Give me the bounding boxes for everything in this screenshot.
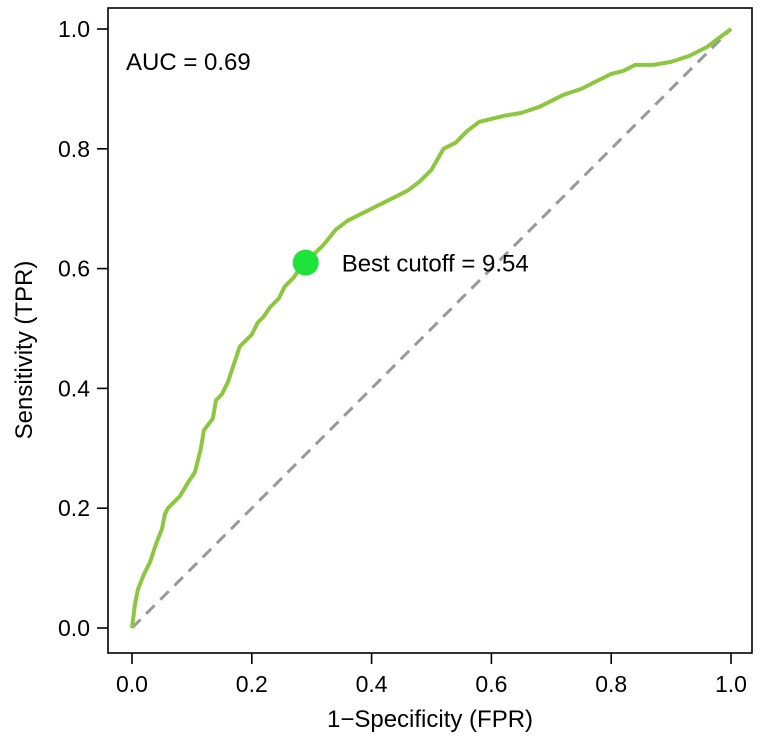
x-axis: 0.0 0.2 0.4 0.6 0.8 1.0 xyxy=(116,653,747,697)
x-tick-label: 0.2 xyxy=(236,671,268,697)
y-tick-label: 0.4 xyxy=(58,375,90,401)
best-cutoff-annotation: Best cutoff = 9.54 xyxy=(342,251,529,278)
best-cutoff-point xyxy=(292,249,319,276)
x-axis-title: 1−Specificity (FPR) xyxy=(327,706,533,733)
y-tick-label: 0.8 xyxy=(58,136,90,162)
x-tick-label: 0.6 xyxy=(475,671,507,697)
x-tick-label: 0.8 xyxy=(595,671,627,697)
y-tick-label: 0.0 xyxy=(58,615,90,641)
x-tick-label: 1.0 xyxy=(715,671,747,697)
y-axis: 0.0 0.2 0.4 0.6 0.8 1.0 xyxy=(58,16,108,641)
auc-annotation: AUC = 0.69 xyxy=(126,49,251,76)
plot-frame xyxy=(107,7,753,654)
x-tick-label: 0.0 xyxy=(116,671,148,697)
y-axis-title: Sensitivity (TPR) xyxy=(11,261,38,440)
y-tick-label: 0.2 xyxy=(58,495,90,521)
x-tick-label: 0.4 xyxy=(356,671,388,697)
y-tick-label: 0.6 xyxy=(58,256,90,282)
y-tick-label: 1.0 xyxy=(58,16,90,42)
chance-diagonal-line xyxy=(130,27,733,630)
